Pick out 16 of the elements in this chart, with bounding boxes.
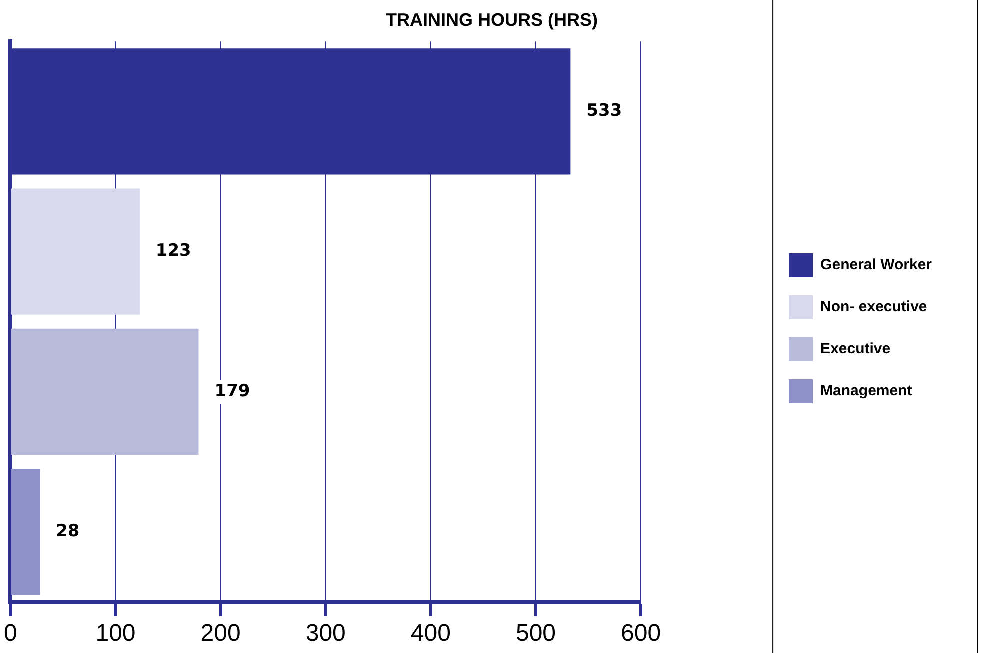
x-tick-label: 400: [410, 620, 451, 648]
chart-title: TRAINING HOURS (HRS): [386, 10, 598, 30]
data-label: 28: [56, 522, 80, 542]
x-tick-label: 100: [96, 620, 136, 648]
data-label: 123: [156, 241, 192, 262]
legend-label: Executive: [820, 340, 891, 358]
x-tick-label: 500: [516, 620, 556, 648]
data-label: 533: [586, 101, 622, 122]
x-tick-label: 200: [200, 620, 241, 648]
x-tick-label: 0: [4, 620, 18, 648]
legend-label: Management: [820, 382, 912, 400]
data-label: 179: [214, 381, 250, 402]
x-tick-label: 600: [621, 620, 662, 648]
legend-label: General Worker: [820, 256, 932, 274]
x-tick-label: 300: [306, 620, 346, 648]
legend-label: Non- executive: [820, 298, 928, 316]
